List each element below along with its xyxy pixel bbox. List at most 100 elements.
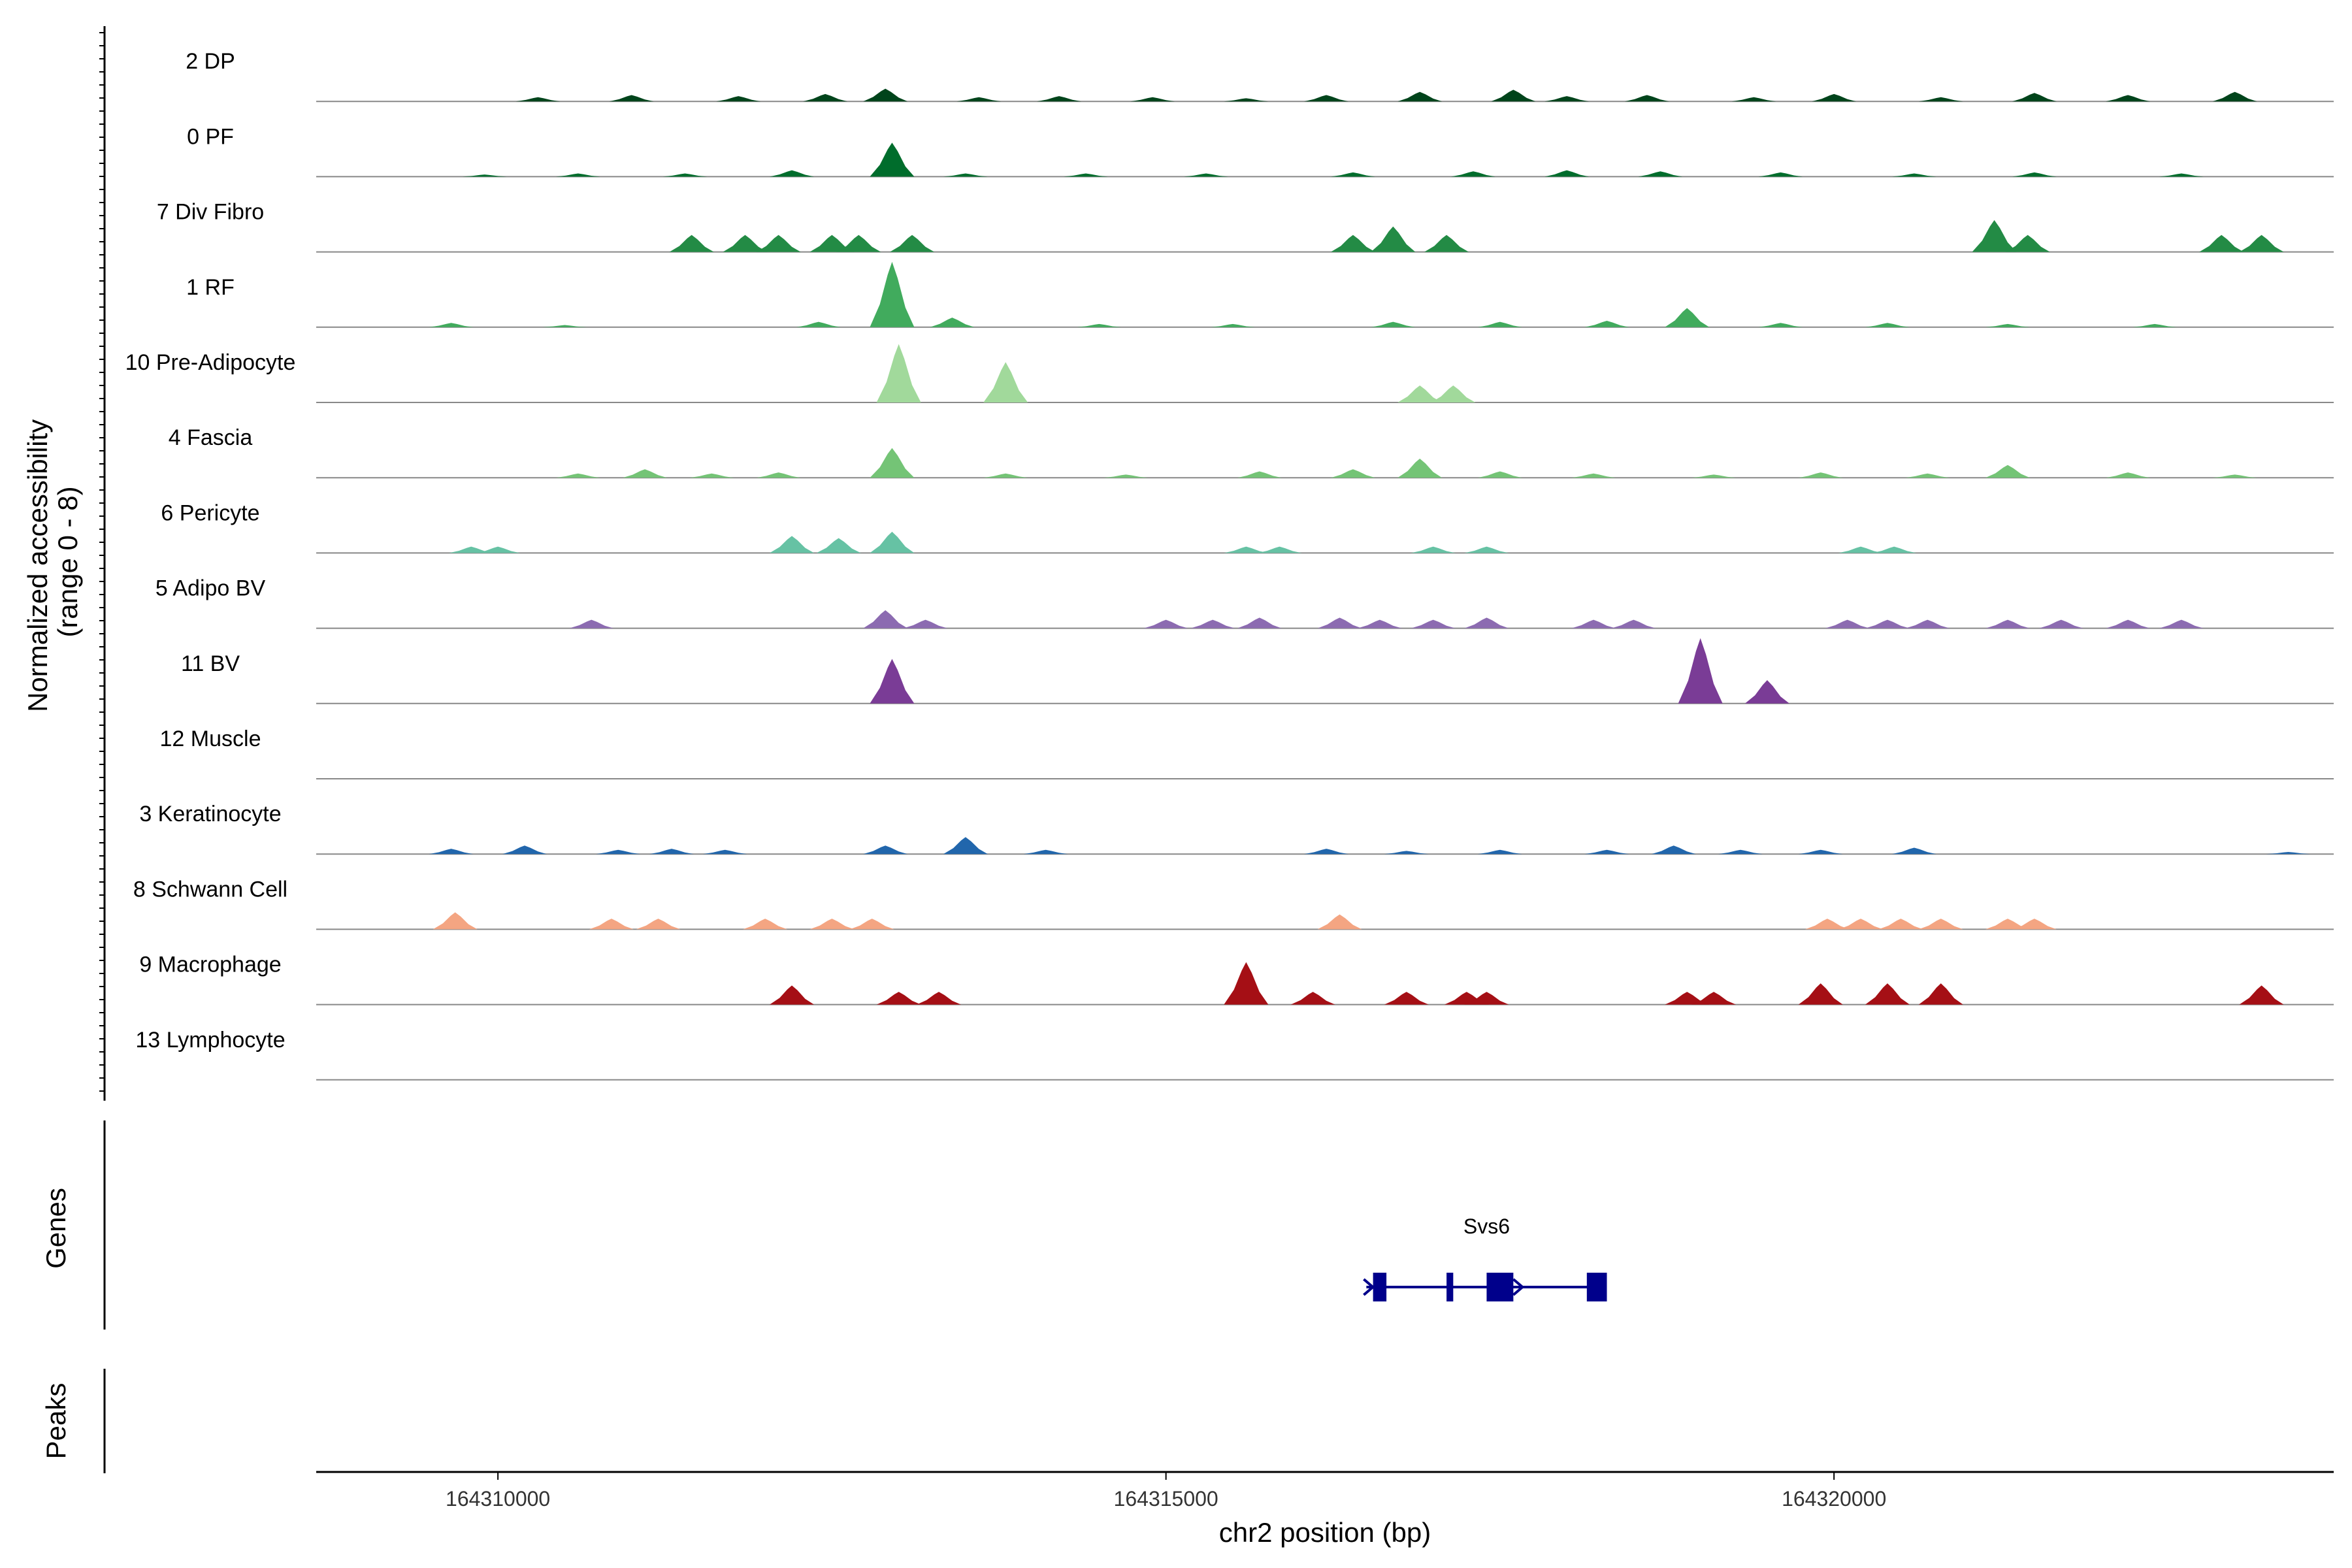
track-label: 3 Keratinocyte [139, 802, 281, 826]
coverage-peak [2106, 472, 2151, 478]
coverage-peak [1918, 983, 1963, 1005]
coverage-peak [1431, 385, 1476, 402]
coverage-peak [1077, 323, 1122, 327]
gene-exon [1486, 1273, 1514, 1301]
gene-label: Svs6 [1463, 1215, 1510, 1238]
coverage-peak [596, 849, 641, 855]
coverage-peak [1891, 847, 1936, 855]
coverage-peak [876, 344, 921, 402]
coverage-peak [662, 173, 708, 177]
track-label: 2 DP [186, 49, 235, 74]
coverage-peak [863, 610, 908, 629]
coverage-peak [916, 992, 961, 1005]
coverage-peak [1330, 172, 1375, 177]
track: 3 Keratinocyte [139, 802, 2334, 855]
track-label: 4 Fascia [169, 425, 253, 450]
coverage-peak [555, 173, 600, 177]
coverage-peak [1464, 617, 1509, 629]
coverage-peak [1224, 962, 1269, 1005]
coverage-peak [770, 170, 815, 177]
coverage-peak [1624, 95, 1669, 102]
coverage-peak [1825, 619, 1870, 629]
coverage-peak [876, 992, 921, 1005]
coverage-peak [1872, 546, 1917, 553]
coverage-peak [770, 536, 815, 553]
track: 8 Schwann Cell [133, 877, 2334, 930]
coverage-peak [1397, 91, 1443, 102]
coverage-peak [890, 235, 935, 252]
track-label: 12 Muscle [160, 727, 261, 751]
track-label: 9 Macrophage [139, 953, 281, 977]
coverage-peak [1544, 170, 1590, 177]
coverage-peak [1464, 992, 1509, 1005]
coverage-peak [1357, 619, 1402, 629]
coverage-peak [1838, 919, 1884, 930]
coverage-peak [1317, 914, 1362, 930]
coverage-peak [1330, 235, 1375, 252]
coverage-peak [429, 323, 474, 327]
x-axis-title: chr2 position (bp) [1219, 1517, 1431, 1548]
coverage-peak [1257, 546, 1302, 553]
track-label: 11 BV [181, 651, 240, 676]
coverage-peak [2038, 619, 2083, 629]
coverage-peak [1665, 992, 1710, 1005]
coverage-peak [723, 235, 768, 252]
coverage-peak [1584, 849, 1629, 855]
coverage-peak [1972, 220, 2017, 252]
coverage-peak [1611, 619, 1656, 629]
coverage-peak [743, 919, 788, 930]
coverage-peak [1985, 619, 2031, 629]
coverage-peak [1571, 473, 1616, 478]
coverage-peak [1477, 849, 1522, 855]
coverage-peak [2005, 235, 2050, 252]
coverage-peak [2212, 474, 2257, 478]
coverage-peak [1304, 95, 1349, 102]
coverage-peak [623, 469, 668, 478]
coverage-peak [1330, 469, 1375, 478]
track-label: 0 PF [187, 124, 234, 149]
coverage-peak [870, 659, 915, 704]
coverage-peak [1865, 619, 1910, 629]
coverage-peak [770, 985, 815, 1005]
coverage-peak [689, 473, 734, 478]
coverage-peak [1571, 619, 1616, 629]
x-tick-label: 164320000 [1782, 1487, 1886, 1511]
coverage-peak [1584, 321, 1629, 327]
coverage-peak [863, 845, 908, 855]
track: 12 Muscle [160, 727, 2334, 779]
coverage-peak [636, 919, 681, 930]
coverage-peak [1424, 235, 1469, 252]
coverage-peak [716, 96, 761, 102]
coverage-peak [756, 472, 801, 478]
track: 0 PF [187, 124, 2334, 178]
coverage-peak [1464, 546, 1509, 553]
coverage-peak [1665, 308, 1710, 327]
coverage-peak [1905, 619, 1950, 629]
coverage-peak [429, 849, 474, 855]
coverage-peak [2239, 985, 2284, 1005]
coverage-peak [2012, 172, 2057, 177]
coverage-peak [1237, 617, 1282, 629]
coverage-peak [1103, 474, 1149, 478]
coverage-peak [1384, 851, 1429, 855]
coverage-peak [1758, 172, 1803, 177]
coverage-peak [1037, 96, 1082, 102]
coverage-peak [1384, 992, 1429, 1005]
axes: 164310000 164315000 164320000 [99, 26, 2334, 1511]
coverage-peak [809, 919, 855, 930]
y-axis-title: Normalized accessibility (range 0 - 8) [22, 412, 83, 712]
coverage-peak [669, 235, 714, 252]
track-label: 6 Pericyte [161, 500, 259, 525]
coverage-peak [1718, 849, 1763, 855]
gene-exon [1586, 1273, 1607, 1301]
coverage-peak [1985, 919, 2031, 930]
coverage-peak [1691, 992, 1737, 1005]
coverage-peak [1905, 473, 1950, 478]
coverage-peak [870, 448, 915, 478]
coverage-peak [983, 362, 1028, 402]
track: 1 RF [186, 261, 2334, 328]
coverage-peak [1491, 90, 1536, 102]
track: 6 Pericyte [161, 500, 2334, 554]
coverage-peak [1678, 638, 1723, 704]
track: 2 DP [186, 49, 2334, 103]
